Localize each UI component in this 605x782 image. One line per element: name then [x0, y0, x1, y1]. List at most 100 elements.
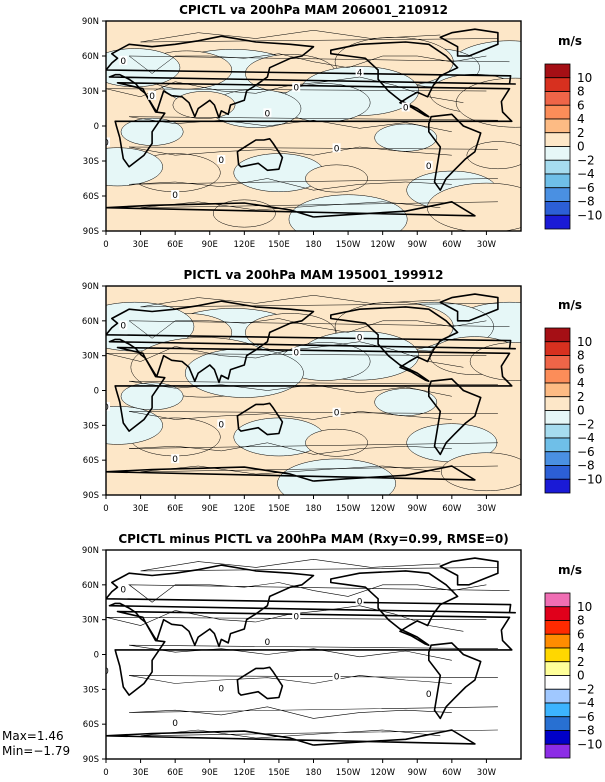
lon-tick-label: 0: [103, 240, 108, 250]
contour-label: 0: [334, 673, 340, 683]
lat-tick-label: 90N: [82, 17, 99, 27]
contour-label: 0: [334, 144, 340, 154]
contour-fill: [305, 428, 368, 457]
contour-line: [129, 706, 498, 719]
contour-fill: [212, 199, 276, 228]
contour-line: [129, 644, 498, 661]
legend-swatch: [544, 423, 571, 439]
lon-tick-label: 60W: [442, 240, 462, 250]
lat-tick-label: 60S: [83, 720, 99, 730]
contour-label-bg: [292, 347, 301, 357]
lon-tick-label: 0: [103, 504, 108, 514]
legend-level: −4: [577, 431, 595, 445]
lat-tick-label: 0: [94, 387, 99, 397]
lon-tick-label: 150E: [268, 240, 290, 250]
legend-swatch: [544, 410, 571, 425]
lon-tick-label: 120W: [370, 240, 395, 250]
legend-swatch: [544, 91, 571, 106]
legend-swatch: [544, 104, 571, 120]
lon-tick-label: 90W: [408, 240, 428, 250]
chart-title: CPICTL va 200hPa MAM 206001_210912: [179, 3, 448, 18]
contour-label-bg: [119, 55, 128, 65]
legend-level: 4: [577, 112, 585, 126]
contour-label: 0: [120, 322, 126, 332]
contour-label: 0: [218, 156, 224, 166]
contour-label: 0: [218, 420, 224, 430]
legend-swatch: [544, 327, 571, 343]
lat-tick-label: 90S: [83, 755, 99, 765]
lat-tick-label: 90S: [83, 491, 99, 501]
legend-units: m/s: [558, 563, 582, 577]
contour-label: 0: [218, 684, 224, 694]
lat-tick-label: 60N: [82, 52, 99, 62]
contour-label: 0: [334, 409, 340, 419]
legend-level: 2: [577, 390, 585, 404]
contour-line: [129, 116, 498, 133]
coastline-australia: [236, 402, 284, 436]
legend-level: 6: [577, 98, 585, 112]
map-background: [106, 550, 521, 759]
coastline-south-america: [428, 642, 482, 720]
coastline-antarctica: [106, 465, 476, 482]
legend-swatch: [544, 730, 571, 745]
lon-tick-label: 30W: [477, 768, 497, 778]
coastline-south-america: [428, 113, 482, 191]
coastline-antarctica: [106, 201, 476, 218]
contour-label: 0: [357, 333, 363, 343]
lon-tick-label: 150E: [268, 768, 290, 778]
legend-level: 4: [577, 376, 585, 390]
lat-tick-label: 60S: [83, 456, 99, 466]
contour-label-bg: [171, 454, 180, 464]
contour-fill: [106, 406, 163, 445]
contour-fill: [106, 147, 163, 187]
coastline-australia: [236, 138, 284, 172]
legend-level: −6: [577, 181, 595, 195]
legend-level: 6: [577, 362, 585, 376]
contour-label-bg: [217, 419, 226, 429]
legend-level: 2: [577, 126, 585, 140]
contour-fill: [466, 141, 521, 170]
contour-label-bg: [332, 671, 341, 681]
contour-label-bg: [171, 190, 180, 199]
contour-fill: [184, 348, 304, 398]
lon-tick-label: 120E: [234, 768, 256, 778]
contour-label-bg: [355, 332, 364, 342]
coastline-antarctica: [106, 729, 476, 746]
legend-units: m/s: [558, 34, 582, 48]
legend-level: 0: [577, 140, 585, 154]
lon-tick-label: 30E: [132, 504, 148, 514]
lat-tick-label: 30N: [82, 352, 99, 362]
legend-swatch: [544, 478, 571, 494]
legend-swatch: [544, 173, 571, 189]
legend-level: 2: [577, 655, 585, 669]
contour-label: 0: [403, 104, 409, 114]
legend-level: −2: [577, 153, 595, 167]
lon-tick-label: 180: [305, 240, 321, 250]
contour-label: 0: [103, 667, 109, 677]
contour-label: 0: [103, 403, 109, 413]
lon-tick-label: 120E: [234, 240, 256, 250]
legend-swatch: [544, 437, 571, 453]
legend-level: −6: [577, 710, 595, 724]
lon-tick-label: 30W: [477, 504, 497, 514]
coastline-africa: [114, 610, 513, 696]
coastline-greenland: [439, 293, 499, 322]
lat-tick-label: 30N: [82, 616, 99, 626]
contour-label-bg: [119, 584, 128, 594]
contour-label: 0: [426, 162, 432, 172]
contour-line: [129, 675, 498, 684]
stat-min: Min=−1.79: [2, 744, 70, 758]
contour-label-bg: [263, 108, 272, 118]
coastline-africa: [114, 346, 513, 432]
lon-tick-label: 60E: [167, 504, 183, 514]
legend-swatch: [544, 633, 571, 649]
contour-line: [128, 318, 510, 339]
contour-label: 0: [103, 139, 109, 149]
legend-level: −4: [577, 696, 595, 710]
legend-level: 0: [577, 669, 585, 683]
contour-fill: [106, 48, 181, 88]
lon-tick-label: 150W: [336, 504, 361, 514]
lon-tick-label: 180: [305, 504, 321, 514]
legend-level: 10: [577, 71, 592, 85]
